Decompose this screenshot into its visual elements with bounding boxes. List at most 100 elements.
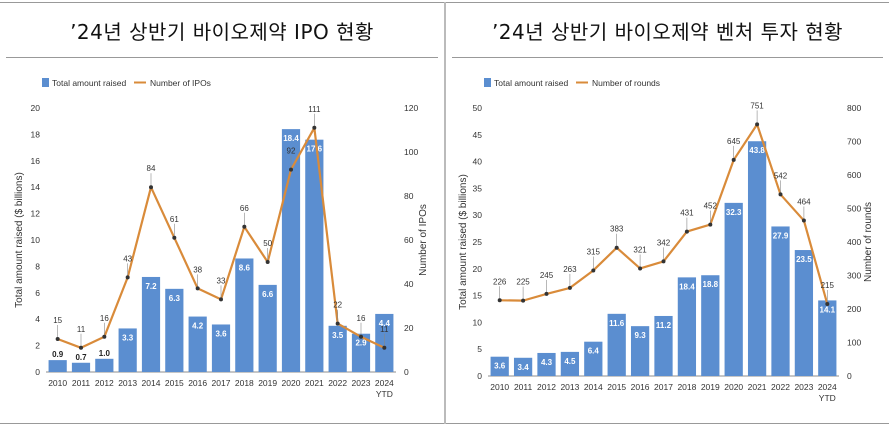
line-value-label: 215 <box>821 281 835 290</box>
x-tick-label: 2021 <box>305 378 324 388</box>
y-tick-label: 45 <box>473 130 483 140</box>
ipo-chart-svg: Total amount raised Number of IPOs 0 2 4 6 8 10… <box>14 78 429 399</box>
y-axis-title: Total amount raised ($ billions) <box>458 174 469 310</box>
bar-value-label: 4.3 <box>541 358 553 367</box>
x-tick-label: 2010 <box>48 378 67 388</box>
x-tick-label: 2012 <box>95 378 114 388</box>
line-value-label: 245 <box>540 271 554 280</box>
bar <box>305 139 324 372</box>
bar <box>771 226 790 376</box>
y2-tick-label: 500 <box>847 204 861 214</box>
y2-axis-title: Number of rounds <box>863 202 874 282</box>
legend-line-label: Number of IPOs <box>150 78 211 88</box>
bar-value-label: 14.1 <box>820 305 836 314</box>
line-value-label: 452 <box>704 202 718 211</box>
x-tick-label: 2013 <box>560 382 579 392</box>
ipo-chart-area: Total amount raised Number of IPOs 0 2 4 6 8 10… <box>8 64 436 416</box>
title-rule <box>6 57 438 58</box>
bottom-rule <box>446 423 889 424</box>
y2-tick-label: 100 <box>847 338 861 348</box>
line-point <box>731 157 736 162</box>
y-tick-label: 15 <box>473 291 483 301</box>
line-point <box>638 266 643 271</box>
bar-value-label: 18.8 <box>703 280 719 289</box>
line-point <box>661 259 666 264</box>
line-point <box>825 301 830 306</box>
y-tick-label: 6 <box>35 288 40 298</box>
bar <box>630 326 650 376</box>
line-point <box>614 245 619 250</box>
y2-tick-label: 600 <box>847 170 861 180</box>
bar <box>165 288 184 372</box>
bar-value-label: 4.4 <box>379 319 391 328</box>
y-tick-label: 8 <box>35 261 40 271</box>
line-point <box>102 334 107 339</box>
line-point <box>125 275 130 280</box>
y2-tick-label: 300 <box>847 271 861 281</box>
bar-value-label: 4.2 <box>192 322 204 331</box>
bar-value-label: 3.3 <box>122 333 134 342</box>
legend-bar-swatch <box>484 78 491 87</box>
bottom-rule <box>0 423 444 424</box>
bar-value-label: 7.2 <box>145 282 157 291</box>
line-value-label: 38 <box>193 265 202 274</box>
bar <box>584 341 603 376</box>
y-tick-label: 20 <box>31 103 41 113</box>
x-tick-label: 2015 <box>165 378 184 388</box>
bar-value-label: 3.4 <box>518 363 530 372</box>
bar <box>71 362 91 372</box>
bar-value-label: 27.9 <box>773 231 789 240</box>
line-value-label: 16 <box>357 314 366 323</box>
y-tick-label: 10 <box>473 317 483 327</box>
line-point <box>778 192 783 197</box>
y-tick-label: 40 <box>473 157 483 167</box>
line-value-label: 43 <box>123 254 132 263</box>
venture-chart-svg: Total amount raised Number of rounds 0 5 10 1… <box>458 78 874 403</box>
line-value-label: 226 <box>493 277 507 286</box>
bar-value-label: 3.5 <box>332 331 344 340</box>
line-point <box>312 125 317 130</box>
x-tick-label: 2014 <box>584 382 603 392</box>
line-point <box>497 298 502 303</box>
y2-tick-label: 200 <box>847 304 861 314</box>
bar-value-label: 11.6 <box>609 319 625 328</box>
line-point <box>755 122 760 127</box>
legend-bar-label: Total amount raised <box>52 78 126 88</box>
line-point <box>544 291 549 296</box>
x-tick-label: 2019 <box>701 382 720 392</box>
y2-tick-label: 0 <box>847 371 852 381</box>
x-tick-label: 2018 <box>235 378 254 388</box>
line-point <box>567 285 572 290</box>
line-value-label: 111 <box>308 105 321 114</box>
line-point <box>382 345 387 350</box>
x-tick-label: 2012 <box>537 382 556 392</box>
y-tick-label: 4 <box>35 314 40 324</box>
y2-tick-label: 40 <box>404 279 414 289</box>
x-tick-label: 2010 <box>490 382 509 392</box>
bar <box>141 276 161 372</box>
y-tick-label: 5 <box>477 344 482 354</box>
line-point <box>521 298 526 303</box>
bar-value-label: 17.6 <box>307 145 323 154</box>
x-tick-label: 2023 <box>794 382 813 392</box>
line-value-label: 33 <box>217 276 226 285</box>
bar <box>724 202 743 376</box>
bar <box>235 258 254 372</box>
line-value-label: 431 <box>680 209 694 218</box>
venture-chart-area: Total amount raised Number of rounds 0 5 10 1… <box>454 64 881 416</box>
line-point <box>684 229 689 234</box>
line-point <box>335 321 340 326</box>
line-point <box>242 224 247 229</box>
line-value-label: 315 <box>587 247 601 256</box>
bar <box>701 275 720 376</box>
top-rule <box>446 2 889 3</box>
y2-tick-label: 800 <box>847 103 861 113</box>
y-tick-label: 2 <box>35 341 40 351</box>
x-tick-label: 2019 <box>258 378 277 388</box>
x-tick-label: 2011 <box>514 382 533 392</box>
line-value-label: 321 <box>633 245 647 254</box>
bar-value-label: 43.8 <box>749 146 765 155</box>
bar <box>607 313 626 376</box>
line-point <box>79 345 83 350</box>
